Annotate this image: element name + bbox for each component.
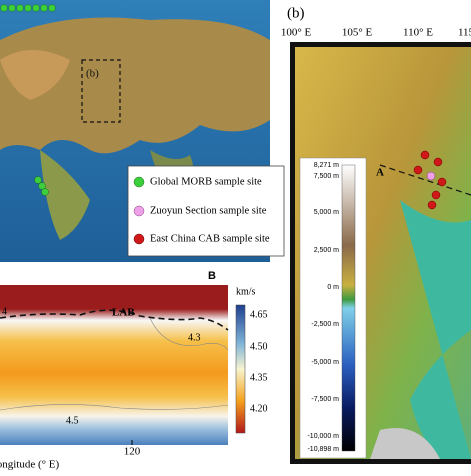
contour-label: 4.3	[188, 332, 201, 343]
contour-label: 4	[2, 306, 7, 317]
colorbar-tick: 4.35	[250, 372, 268, 383]
legend: Global MORB sample site Zuoyun Section s…	[127, 165, 285, 257]
elevation-tick: -10,898 m	[307, 446, 339, 453]
legend-entry: Global MORB sample site	[150, 176, 262, 187]
elevation-tick: 0 m	[327, 284, 339, 291]
elevation-tick: -7,500 m	[311, 396, 339, 403]
lab-label: LAB	[112, 307, 135, 319]
lon-tick: 105° E	[342, 27, 373, 39]
legend-entry: East China CAB sample site	[150, 233, 270, 244]
x-axis-label: Longitude (° E)	[0, 459, 59, 471]
x-tick-label: 120	[124, 446, 141, 458]
elevation-tick: -5,000 m	[311, 359, 339, 366]
unit: km/s	[236, 286, 256, 297]
elevation-tick: 8,271 m	[314, 162, 339, 169]
lon-tick: 100° E	[281, 27, 312, 39]
panel-label: (b)	[287, 5, 305, 21]
inset-label: (b)	[86, 68, 99, 80]
colorbar-tick: 4.65	[250, 309, 268, 320]
elevation-tick: 7,500 m	[314, 173, 339, 180]
profile-label: A	[376, 167, 384, 179]
velocity-section: 4 4.3 4.5 LAB B 120 Longitude (° E) km/s…	[0, 270, 268, 471]
colorbar-tick: 4.50	[250, 341, 268, 352]
world-map: (b)	[0, 0, 270, 262]
legend-entry: Zuoyun Section sample site	[150, 205, 267, 216]
colorbar-tick: 4.20	[250, 403, 268, 414]
panel-label: B	[208, 270, 216, 282]
lon-tick: 110° E	[403, 27, 433, 39]
elevation-tick: -2,500 m	[311, 321, 339, 328]
elevation-tick: 5,000 m	[314, 209, 339, 216]
elevation-tick: -10,000 m	[307, 433, 339, 440]
contour-label: 4.5	[66, 415, 79, 426]
lon-tick: 115	[458, 27, 471, 39]
regional-map: (b) 100° E 105° E 110° E 115 A 8,271 m 7…	[281, 5, 471, 464]
elevation-tick: 2,500 m	[314, 247, 339, 254]
